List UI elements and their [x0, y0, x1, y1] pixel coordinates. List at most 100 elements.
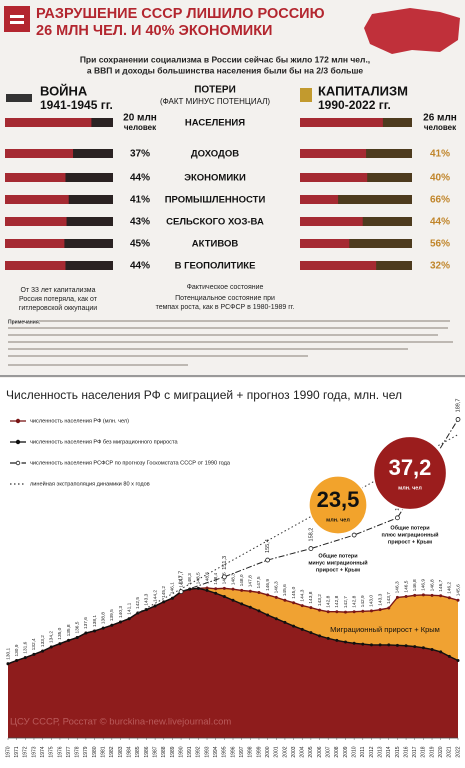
x-tick-label: 1996: [230, 746, 236, 757]
value-label: 143,3: [144, 593, 150, 605]
area-natural: [8, 588, 458, 738]
series-point: [456, 659, 460, 663]
value-label: 148,4: [213, 572, 219, 584]
series-point: [274, 595, 278, 599]
series-point: [300, 627, 304, 631]
series-point: [309, 631, 313, 635]
left-bar-loss: [65, 261, 113, 270]
value-label: 137,6: [83, 617, 89, 629]
series-point: [343, 610, 347, 614]
series-point: [395, 595, 399, 599]
right-bar-fact: [300, 261, 412, 270]
x-tick-label: 1985: [135, 746, 141, 757]
series-point: [67, 638, 71, 642]
value-label: 143,7: [386, 592, 392, 604]
bubble-caption: плюс миграционный: [381, 531, 438, 538]
left-bar-loss: [68, 195, 113, 204]
x-tick-label: 1986: [144, 746, 150, 757]
series-point: [421, 593, 425, 597]
value-label: 142,7: [343, 596, 349, 608]
value-label: 145,6: [455, 584, 461, 596]
area-migration: [8, 587, 458, 664]
series-point: [119, 620, 123, 624]
series-point: [110, 623, 114, 627]
series-point: [231, 587, 235, 591]
x-tick-label: 2013: [377, 746, 383, 757]
legend-dot: [15, 439, 21, 445]
value-label: 148,3: [187, 573, 193, 585]
series-point: [335, 638, 339, 642]
potential-label: темпах роста, как в РСФСР в 1980-1989 гг…: [156, 304, 295, 311]
right-bar-loss: [338, 195, 412, 204]
value-label: 145,2: [161, 586, 167, 598]
row-label: СЕЛЬСКОГО ХОЗ-ВА: [166, 217, 264, 228]
x-tick-label: 2007: [326, 746, 332, 757]
footer-note: гитлеровской оккупации: [19, 304, 98, 312]
series-point: [300, 604, 304, 608]
left-value: 44%: [130, 173, 150, 184]
row-label: АКТИВОВ: [192, 239, 239, 250]
value-label: 147,7: [179, 571, 185, 585]
x-tick-label: 2006: [317, 746, 323, 757]
series-point: [455, 417, 461, 422]
notes-title: Примечания:: [8, 319, 41, 325]
row-label: НАСЕЛЕНИЯ: [185, 118, 245, 129]
right-bar-loss: [382, 118, 412, 127]
series-point: [326, 636, 330, 640]
series-point: [439, 650, 443, 654]
value-label: 189,7: [455, 399, 461, 413]
value-label: 147,5: [256, 576, 262, 588]
left-value: 43%: [130, 217, 150, 228]
capitalist-icon: [300, 88, 312, 102]
series-point: [93, 629, 97, 633]
value-label: 148,5: [196, 572, 202, 584]
logo-bar: [10, 15, 24, 18]
x-tick-label: 2008: [334, 746, 340, 757]
series-point: [205, 586, 209, 590]
title: 26 МЛН ЧЕЛ. И 40% ЭКОНОМИКИ: [36, 23, 272, 39]
left-bar-fact: [5, 173, 113, 182]
bubble-unit: млн. чел: [398, 485, 422, 491]
value-label: 136,5: [74, 621, 80, 633]
series-point: [430, 647, 434, 651]
series-point: [351, 532, 357, 538]
logo: [4, 6, 30, 32]
series-point: [447, 654, 451, 658]
series-point: [32, 652, 36, 656]
x-tick-label: 1988: [161, 746, 167, 757]
row-label: В ГЕОПОЛИТИКЕ: [175, 261, 256, 272]
series-point: [283, 598, 287, 602]
series-point: [361, 609, 365, 613]
series-point: [84, 631, 88, 635]
left-value: 45%: [130, 239, 150, 250]
value-label: 130,1: [5, 647, 11, 659]
series-point: [231, 598, 235, 602]
series-point: [343, 640, 347, 644]
series-point: [404, 644, 408, 648]
x-tick-label: 1990: [178, 746, 184, 757]
series-point: [369, 643, 373, 647]
left-bar-fact: [5, 118, 113, 127]
bubble-caption: Общие потери: [390, 524, 429, 531]
x-tick-label: 1995: [222, 746, 228, 757]
value-label: 143,8: [308, 591, 314, 603]
left-header: ВОЙНА: [40, 83, 88, 98]
series-point: [308, 546, 314, 551]
infographic-bg: [0, 0, 465, 378]
series-point: [222, 586, 226, 590]
left-bar-fact: [5, 239, 113, 248]
tank-icon: [6, 94, 32, 102]
title: РАЗРУШЕНИЕ СССР ЛИШИЛО РОССИЮ: [36, 6, 325, 22]
value-label: 145,6: [282, 584, 288, 596]
left-value: 20 млн: [123, 113, 157, 124]
value-label: 146,3: [274, 581, 280, 593]
series-point: [214, 587, 218, 591]
footer-note: От 33 лет капитализма: [21, 287, 96, 294]
x-tick-label: 1999: [256, 746, 262, 757]
series-point: [283, 620, 287, 624]
right-bar-loss: [362, 217, 412, 226]
logo-bar: [10, 21, 24, 24]
x-tick-label: 2000: [265, 746, 271, 757]
bubble-value: 37,2: [389, 455, 432, 480]
series-point: [257, 609, 261, 613]
